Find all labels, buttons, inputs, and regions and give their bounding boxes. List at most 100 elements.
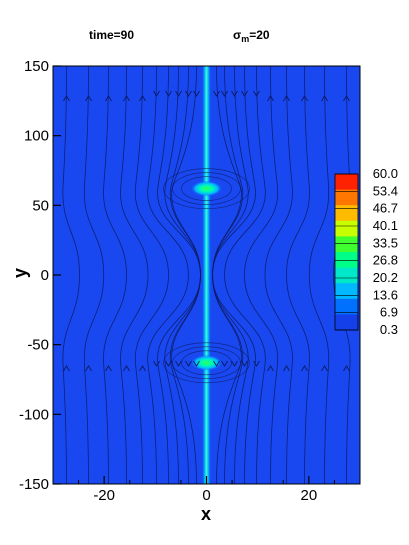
streamline [120,66,149,484]
colorbar-label: 6.9 [380,305,398,320]
colorbar-label: 53.4 [373,183,398,198]
sigma-label: σm=20 [233,28,270,44]
streamline-loop [172,172,241,205]
colorbar-label: 13.6 [373,287,398,302]
y-axis-label: y [10,268,30,278]
streamline-loop [181,176,232,201]
colorbar-swatch [335,189,358,206]
x-axis-ticks: -20 0 20 [78,476,335,504]
y-tick-label: -150 [19,476,49,493]
streamline-arrow [175,90,182,97]
streamline-arrow [267,95,274,102]
y-tick-label: 150 [24,58,49,75]
streamline-arrow [165,90,172,97]
streamline [264,66,293,484]
streamline-arrow [221,90,228,97]
colorbar-swatch [335,236,358,253]
streamline-arrow [85,365,92,372]
streamline-arrow [267,365,274,372]
colorbar: 60.0 53.4 46.7 40.1 33.5 26.8 20.2 13.6 6.9 0.3 [334,166,398,337]
streamline-arrow [153,90,160,97]
streamline-arrow [231,360,238,367]
streamline [244,66,279,484]
colorbar-swatch [335,267,358,284]
streamline-arrow [105,95,112,102]
streamline-arrow [241,90,248,97]
lower-spot [190,354,223,371]
colorbar-label: 33.5 [373,235,398,250]
streamline-loop [181,350,232,376]
x-tick-label: 0 [202,487,210,504]
streamline-arrow [85,95,92,102]
streamline-arrow [185,90,192,97]
streamline-arrow [193,360,200,367]
streamline-arrow [175,360,182,367]
y-tick-label: -50 [27,337,49,354]
streamline-arrow [105,365,112,372]
streamline-arrow [283,365,290,372]
upper-spot [190,180,223,197]
streamline-arrow [301,365,308,372]
sigma-value: =20 [249,28,270,42]
streamline-arrows [63,90,350,372]
colorbar-label: 60.0 [373,166,398,181]
x-axis-label: x [201,504,211,524]
streamline-arrow [321,365,328,372]
streamline-arrow [253,360,260,367]
vertical-filament [201,66,212,484]
streamline [308,66,330,484]
streamline [103,66,127,484]
colorbar-swatch [335,252,358,269]
streamline-arrow [343,365,350,372]
streamline-arrow [193,90,200,97]
y-tick-label: 100 [24,128,49,145]
streamline-arrow [123,95,130,102]
heatmap-layer [62,66,351,484]
streamline [224,66,266,484]
y-tick-label: 50 [32,197,49,214]
streamline-arrow [321,95,328,102]
colorbar-swatch [335,298,358,315]
colorbar-swatch [335,174,358,191]
streamlines [62,66,351,484]
x-tick-label: -20 [93,487,115,504]
streamline-arrow [139,365,146,372]
streamline [212,66,256,484]
y-axis-ticks: 150 100 50 0 -50 -100 -150 [19,58,61,493]
streamline-arrow [139,95,146,102]
streamline-arrow [153,360,160,367]
time-label: time=90 [89,28,134,42]
streamline [171,66,201,484]
streamline-arrow [301,95,308,102]
streamline-arrow [63,365,70,372]
streamline-arrow [283,95,290,102]
y-tick-label: -100 [19,406,49,423]
streamline-loop [163,342,250,384]
sigma-subscript: m [241,34,249,44]
colorbar-swatch [335,314,358,331]
x-tick-label: 20 [300,487,317,504]
colorbar-label: 0.3 [380,322,398,337]
streamline [286,66,310,484]
streamline [333,66,351,484]
streamline-arrow [221,360,228,367]
colorbar-label: 26.8 [373,253,398,268]
streamline-arrow [231,90,238,97]
streamline-arrow [241,360,248,367]
colorbar-label: 40.1 [373,218,398,233]
streamline [62,66,80,484]
streamline-arrow [213,360,220,367]
streamline [83,66,105,484]
streamline-loop [172,346,241,380]
streamline-arrow [123,365,130,372]
y-tick-label: 0 [41,267,49,284]
colorbar-label: 46.7 [373,201,398,216]
colorbar-label: 20.2 [373,270,398,285]
streamline-arrow [185,360,192,367]
streamline-loop [163,168,250,209]
colorbar-swatch [335,205,358,222]
streamline-arrow [343,95,350,102]
colorbar-swatch [335,220,358,237]
streamline [134,66,169,484]
